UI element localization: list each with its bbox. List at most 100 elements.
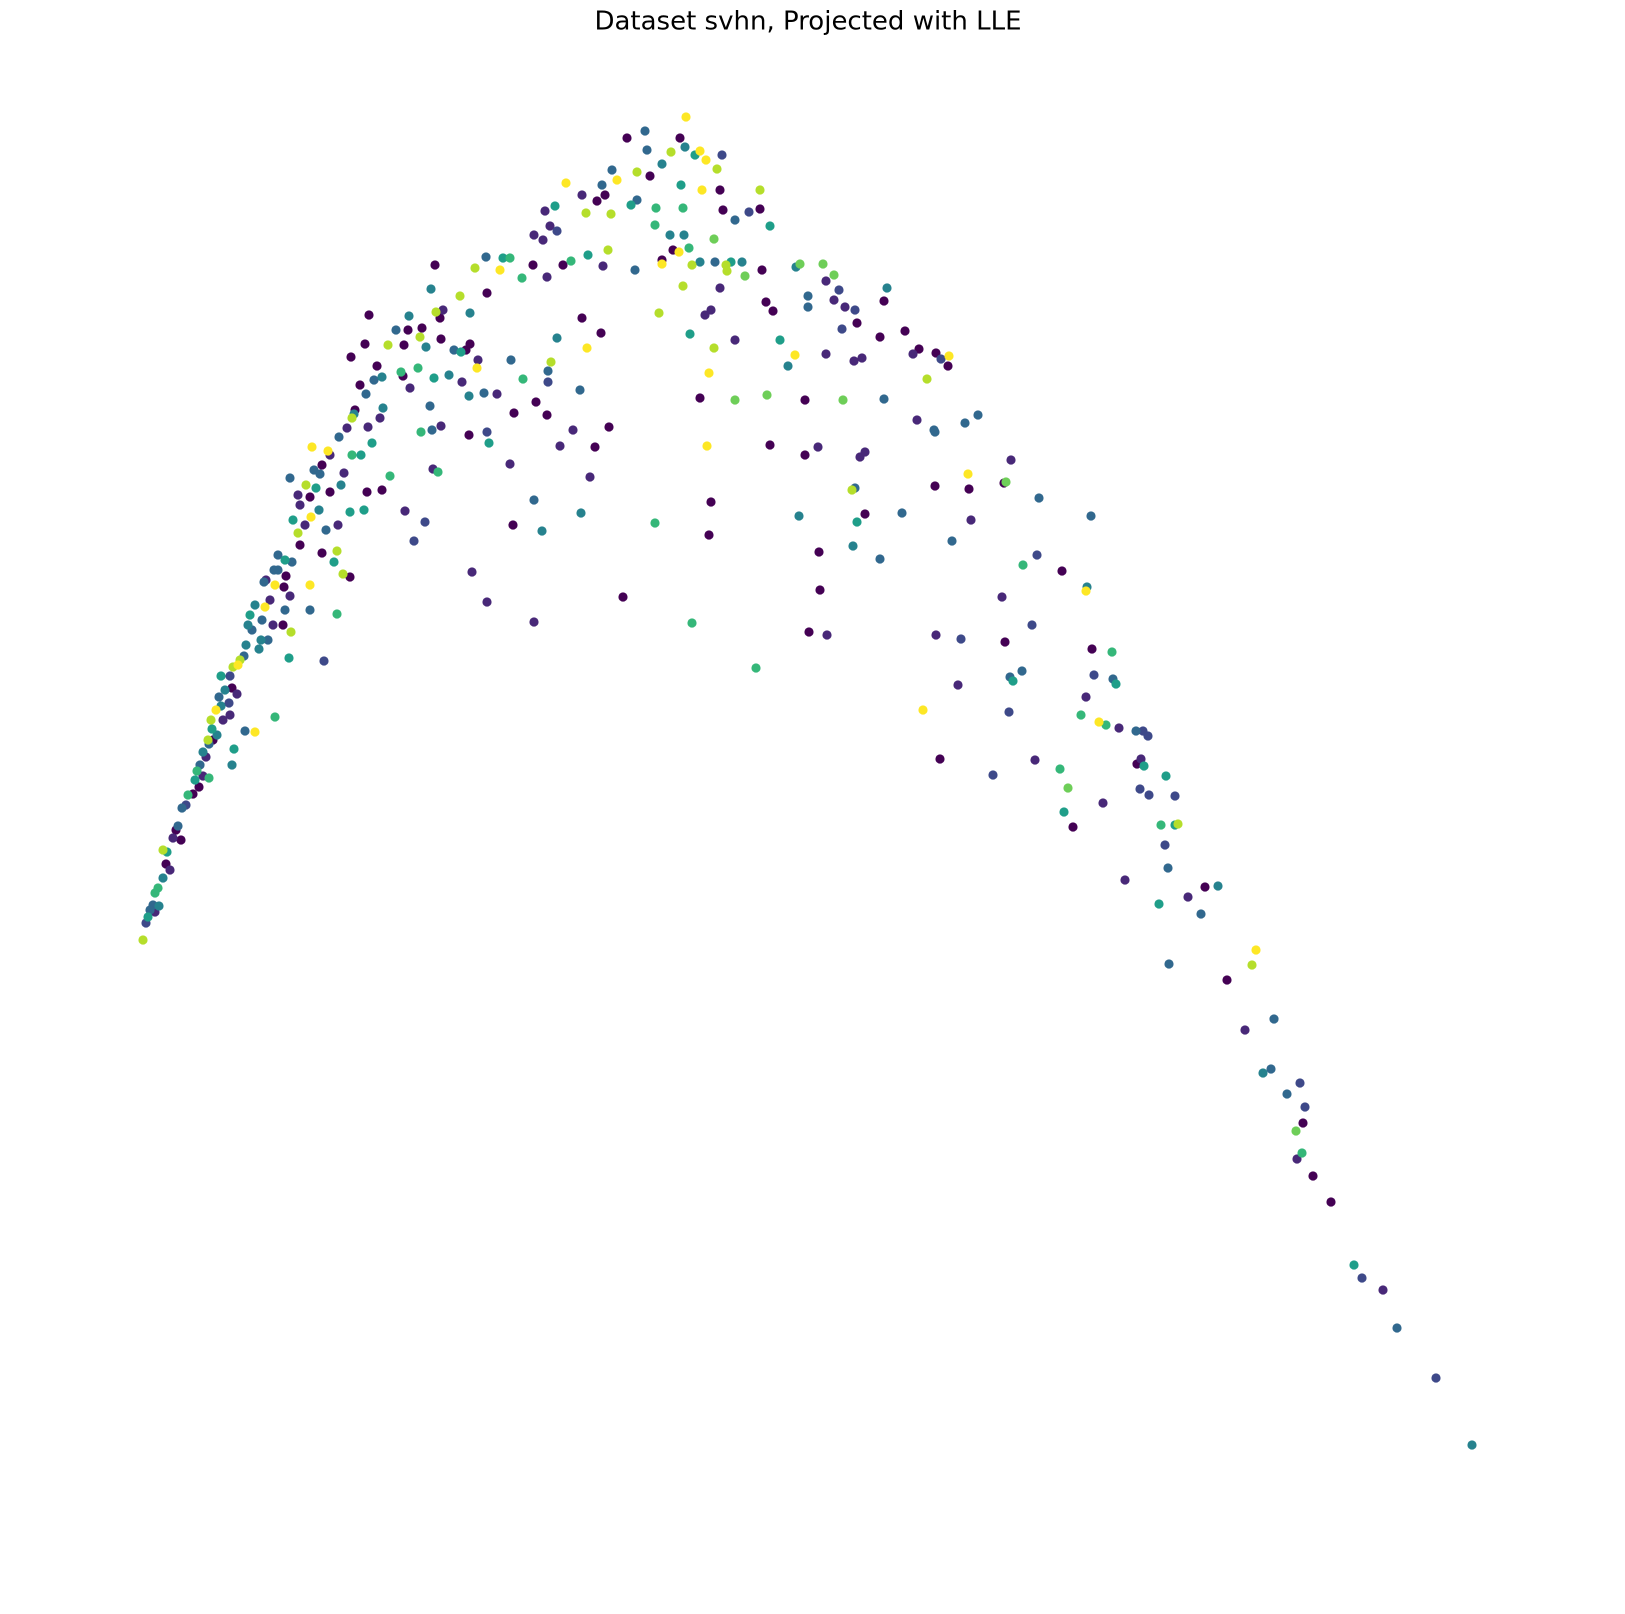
point [626,200,636,210]
point [576,508,586,518]
point [947,536,957,546]
point [399,340,409,350]
point [581,208,591,218]
point [225,710,235,720]
point [396,367,406,377]
point [250,727,260,737]
point [1098,798,1108,808]
point [1055,764,1065,774]
point [367,438,377,448]
point [568,425,578,435]
point [710,257,720,267]
point [829,295,839,305]
point [1467,1440,1477,1450]
point [509,408,519,418]
point [138,935,148,945]
points [138,112,1477,1450]
point [575,385,585,395]
point [542,272,552,282]
point [702,441,712,451]
point [438,305,448,315]
point [1170,791,1180,801]
point [1059,807,1069,817]
point [240,726,250,736]
point [794,511,804,521]
point [470,263,480,273]
point [1161,771,1171,781]
point [377,372,387,382]
point [216,671,226,681]
point [730,335,740,345]
point [1200,882,1210,892]
point [444,370,454,380]
point [293,528,303,538]
point [1431,1373,1441,1383]
point [529,617,539,627]
point [650,518,660,528]
point [722,266,732,276]
point [232,689,242,699]
point [484,438,494,448]
point [433,467,443,477]
point [204,773,214,783]
point [850,305,860,315]
point [1114,723,1124,733]
point [482,597,492,607]
point [417,323,427,333]
point [555,441,565,451]
point [1081,586,1091,596]
point [875,554,885,564]
point [377,485,387,495]
point [1156,820,1166,830]
point [360,339,370,349]
point [315,469,325,479]
point [657,159,667,169]
point [420,517,430,527]
point [284,653,294,663]
point [695,393,705,403]
point [508,520,518,530]
point [257,615,267,625]
point [1266,1064,1276,1074]
point [1295,1078,1305,1088]
point [577,313,587,323]
point [260,602,270,612]
point [612,175,622,185]
point [198,747,208,757]
point [505,253,515,263]
point [518,374,528,384]
point [852,318,862,328]
point [1111,679,1121,689]
point [665,230,675,240]
point [464,391,474,401]
point [280,555,290,565]
point [332,546,342,556]
point [345,507,355,517]
point [912,415,922,425]
point [847,485,857,495]
point [154,901,164,911]
point [1008,676,1018,686]
point [592,196,602,206]
point [1298,1118,1308,1128]
point [427,425,437,435]
point [378,403,388,413]
point [1183,892,1193,902]
point [803,302,813,312]
point [857,353,867,363]
point [429,373,439,383]
point [860,447,870,457]
point [704,368,714,378]
point [529,230,539,240]
point [1258,1068,1268,1078]
point [775,335,785,345]
point [622,133,632,143]
point [684,243,694,253]
point [1027,620,1037,630]
point [1101,720,1111,730]
point [687,618,697,628]
point [400,506,410,516]
point [473,355,483,365]
point [362,487,372,497]
point [528,260,538,270]
